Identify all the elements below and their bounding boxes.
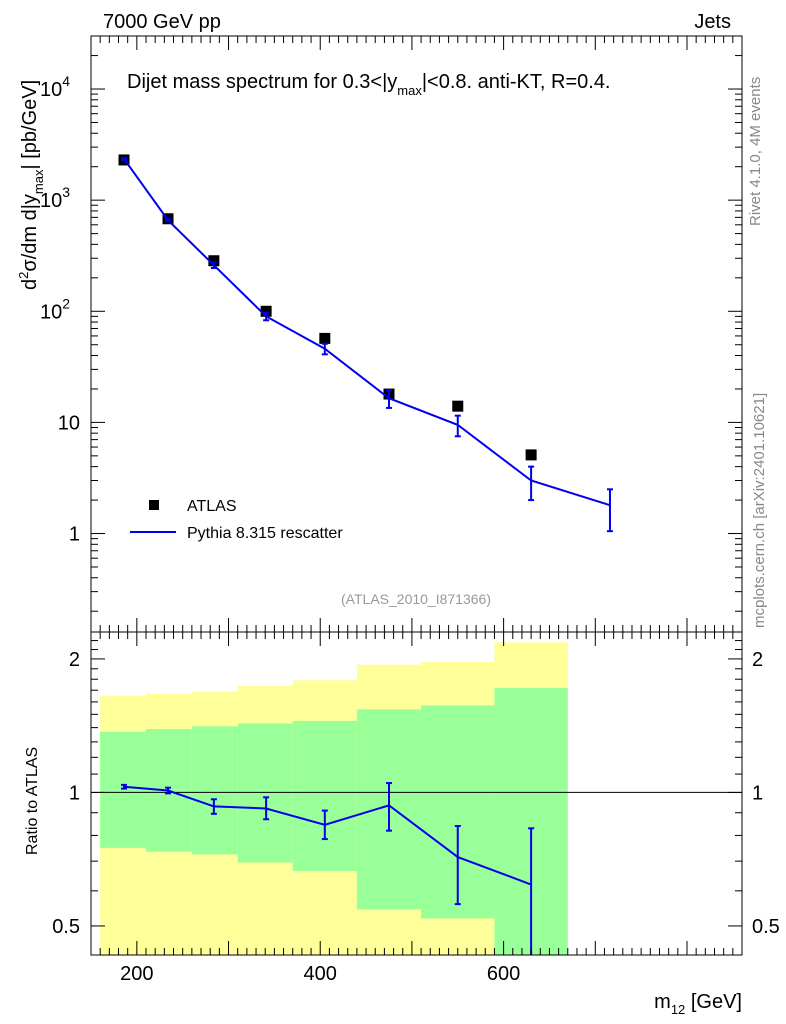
rivet-label: Rivet 4.1.0, 4M events [747, 77, 764, 226]
tick-base: 10 [58, 412, 80, 434]
plot-title-tail: |<0.8. anti-KT, R=0.4. [422, 71, 611, 93]
ratio-series-line [123, 785, 532, 886]
x-axis-label: m12 [GeV] [654, 991, 742, 1017]
mc-series-line [123, 158, 611, 507]
ratio-band-inner [191, 726, 238, 855]
tick-base: 1 [69, 524, 80, 546]
y-label-subscript: max [31, 169, 46, 194]
header-right: Jets [694, 11, 731, 33]
atlas-data-point [208, 255, 220, 267]
atlas-data-point [260, 305, 272, 317]
tick-exponent: 3 [62, 184, 70, 200]
atlas-data-point [452, 400, 464, 412]
header-left: 7000 GeV pp [103, 11, 221, 33]
mcplots-label: mcplots.cern.ch [arXiv:2401.10621] [751, 393, 768, 628]
ratio-y-tick-label-right: 1 [752, 782, 763, 804]
ratio-band-inner [100, 731, 147, 848]
y-label-part2: σ/dm d|y [19, 194, 41, 272]
y-label-part1: d [19, 279, 41, 290]
reference-label: (ATLAS_2010_I871366) [341, 591, 491, 607]
ratio-y-tick-label-right: 0.5 [752, 916, 780, 938]
atlas-data-point [525, 449, 537, 461]
atlas-data-point [319, 332, 331, 344]
plot-title-subscript: max [397, 83, 422, 98]
legend: ATLAS Pythia 8.315 rescatter [130, 498, 343, 542]
legend-mc-label: Pythia 8.315 rescatter [187, 525, 343, 542]
main-y-tick-label: 1 [69, 524, 80, 546]
plot-title-main: Dijet mass spectrum for 0.3<|y [127, 71, 397, 93]
main-plot-frame [90, 35, 743, 633]
tick-base: 10 [40, 190, 62, 212]
ratio-band-inner [292, 720, 357, 872]
x-label-part2: [GeV] [685, 991, 742, 1013]
plot-title: Dijet mass spectrum for 0.3<|ymax|<0.8. … [127, 71, 611, 98]
x-tick-label: 400 [304, 963, 337, 985]
ratio-plot-axes: 0.5 0.5 1 1 2 2 200 400 600 [52, 632, 780, 985]
tick-base: 10 [40, 79, 62, 101]
main-y-tick-label: 10 [58, 412, 80, 434]
ratio-y-axis-label: Ratio to ATLAS [24, 747, 41, 855]
main-y-tick-label: 102 [40, 295, 70, 323]
tick-base: 10 [40, 301, 62, 323]
ratio-uncertainty-bands [100, 642, 568, 955]
main-y-tick-label: 104 [40, 73, 70, 101]
x-tick-label: 200 [120, 963, 153, 985]
tick-exponent: 4 [62, 73, 70, 89]
ratio-plot-marks [121, 782, 535, 955]
x-tick-label: 600 [487, 963, 520, 985]
legend-atlas-marker [149, 500, 159, 510]
main-y-tick-label: 103 [40, 184, 70, 212]
ratio-y-tick-label: 1 [69, 782, 80, 804]
y-label-superscript: 2 [16, 272, 31, 279]
main-y-axis-label: d2σ/dm d|ymax| [pb/GeV] [16, 80, 46, 290]
y-label-part3: | [pb/GeV] [19, 80, 41, 170]
x-label-part1: m [654, 991, 671, 1013]
legend-atlas-label: ATLAS [187, 498, 237, 515]
ratio-y-tick-label: 2 [69, 649, 80, 671]
ratio-y-tick-label-right: 2 [752, 649, 763, 671]
tick-exponent: 2 [62, 295, 70, 311]
main-plot-marks [118, 154, 613, 533]
ratio-y-tick-label: 0.5 [52, 916, 80, 938]
ratio-plot-frame [90, 631, 743, 956]
x-label-subscript: 12 [671, 1002, 685, 1017]
ratio-band-inner [237, 723, 293, 863]
